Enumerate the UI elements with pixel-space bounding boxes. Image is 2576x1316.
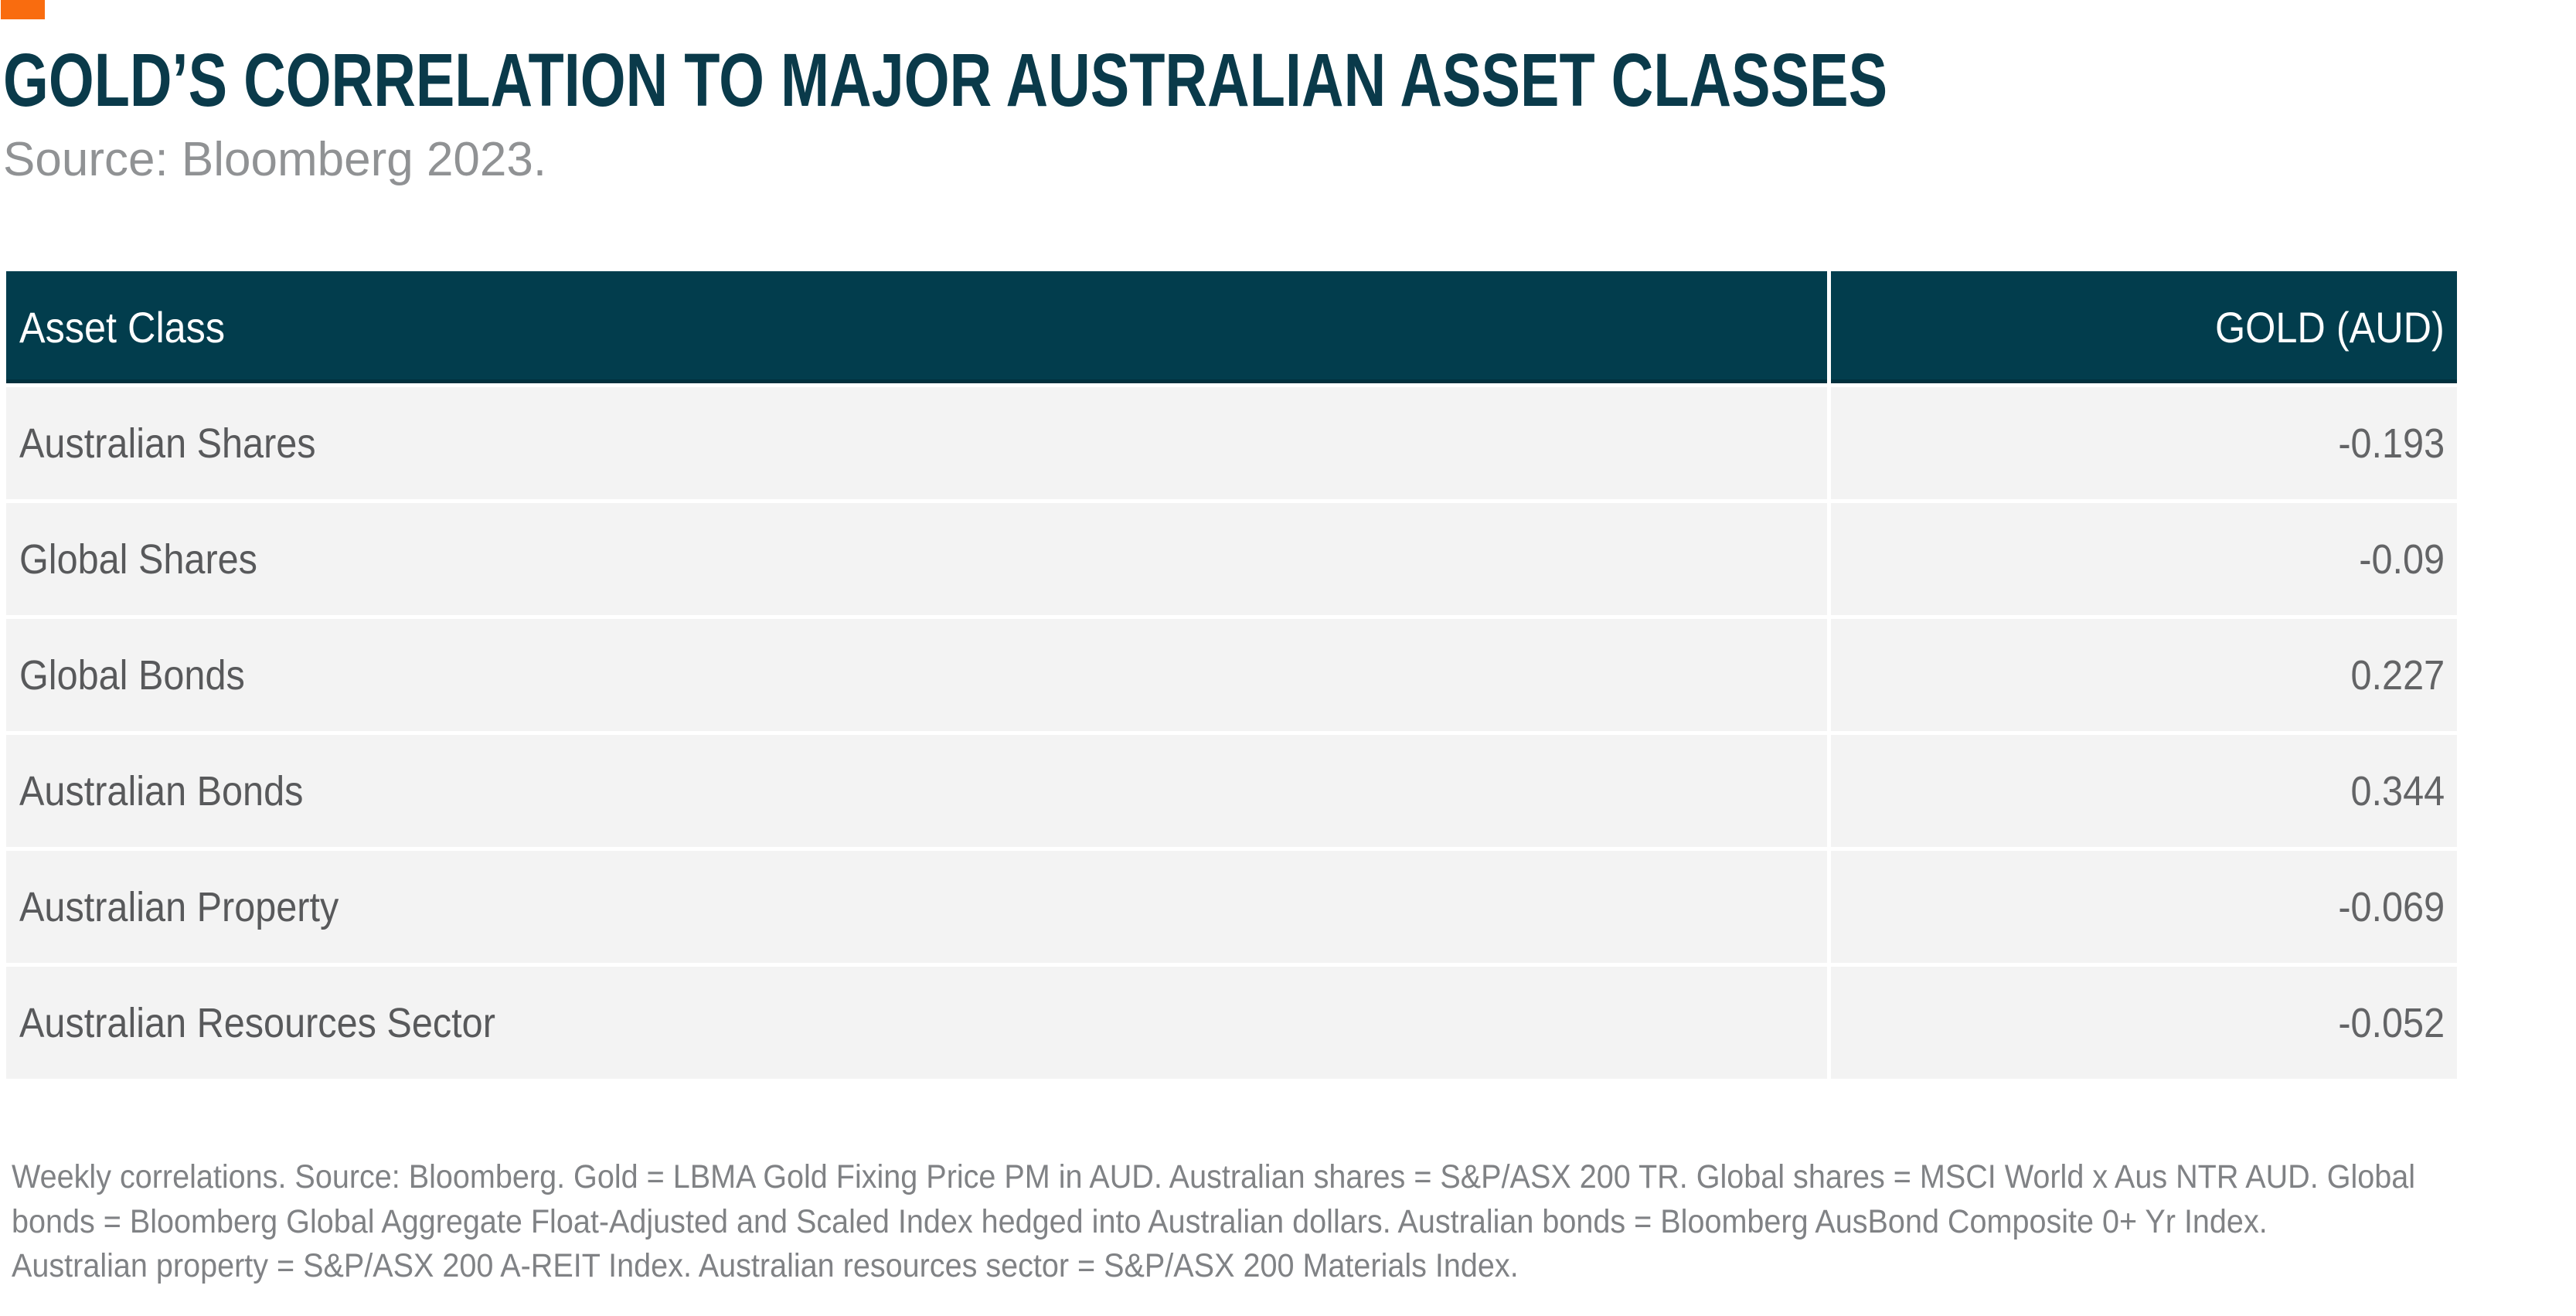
table-row: Australian Shares -0.193 — [6, 387, 2457, 499]
table-row: Australian Property -0.069 — [6, 851, 2457, 963]
asset-class-cell: Global Bonds — [6, 619, 1827, 731]
correlation-table: Asset Class GOLD (AUD) Australian Shares… — [6, 271, 2457, 1079]
asset-class-cell: Australian Resources Sector — [6, 967, 1827, 1079]
asset-class-cell: Australian Shares — [6, 387, 1827, 499]
gold-aud-cell: -0.052 — [1831, 967, 2457, 1079]
gold-aud-value: -0.069 — [2338, 883, 2445, 930]
footnote-line: Weekly correlations. Source: Bloomberg. … — [12, 1158, 2416, 1195]
table-row: Global Bonds 0.227 — [6, 619, 2457, 731]
footnote: Weekly correlations. Source: Bloomberg. … — [12, 1155, 2415, 1289]
footnote-line: Australian property = S&P/ASX 200 A-REIT… — [12, 1247, 1519, 1284]
gold-aud-cell: 0.227 — [1831, 619, 2457, 731]
asset-class-text: Australian Bonds — [19, 767, 304, 814]
table-row: Australian Resources Sector -0.052 — [6, 967, 2457, 1079]
asset-class-cell: Global Shares — [6, 503, 1827, 615]
table-body: Australian Shares -0.193 Global Shares -… — [6, 387, 2457, 1079]
footnote-line: bonds = Bloomberg Global Aggregate Float… — [12, 1202, 2268, 1240]
column-header-gold-aud-label: GOLD (AUD) — [2215, 303, 2445, 352]
table-row: Global Shares -0.09 — [6, 503, 2457, 615]
gold-aud-value: -0.193 — [2338, 420, 2445, 467]
asset-class-text: Australian Shares — [19, 420, 316, 467]
gold-aud-cell: 0.344 — [1831, 735, 2457, 847]
asset-class-text: Australian Resources Sector — [19, 999, 495, 1046]
column-header-gold-aud: GOLD (AUD) — [1831, 271, 2457, 383]
gold-aud-value: -0.052 — [2338, 999, 2445, 1046]
gold-aud-cell: -0.193 — [1831, 387, 2457, 499]
table-header-row: Asset Class GOLD (AUD) — [6, 271, 2457, 383]
asset-class-cell: Australian Property — [6, 851, 1827, 963]
gold-aud-value: 0.344 — [2350, 767, 2445, 814]
source-line: Source: Bloomberg 2023. — [3, 133, 547, 186]
gold-aud-cell: -0.09 — [1831, 503, 2457, 615]
gold-aud-value: -0.09 — [2359, 536, 2445, 583]
column-header-asset-class: Asset Class — [6, 271, 1827, 383]
asset-class-text: Global Bonds — [19, 651, 245, 699]
accent-bar — [1, 0, 45, 19]
column-header-asset-class-label: Asset Class — [19, 303, 226, 352]
gold-aud-cell: -0.069 — [1831, 851, 2457, 963]
asset-class-text: Global Shares — [19, 536, 257, 583]
page-title: GOLD’S CORRELATION TO MAJOR AUSTRALIAN A… — [3, 38, 1888, 122]
gold-aud-value: 0.227 — [2350, 651, 2445, 699]
asset-class-cell: Australian Bonds — [6, 735, 1827, 847]
asset-class-text: Australian Property — [19, 883, 339, 930]
table-row: Australian Bonds 0.344 — [6, 735, 2457, 847]
